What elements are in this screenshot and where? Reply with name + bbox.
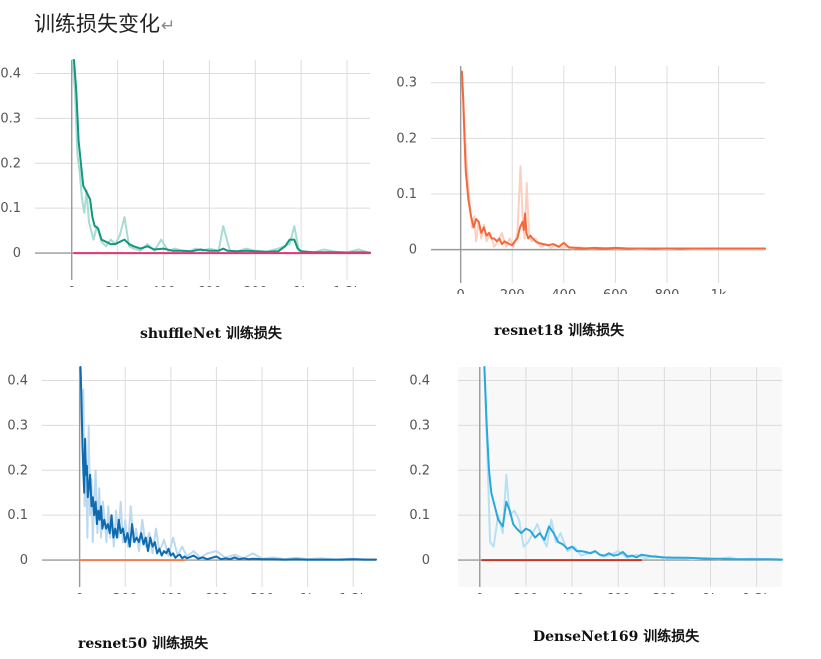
- x-tick-label: 1k: [711, 288, 727, 294]
- x-tick-label: 400: [560, 592, 585, 594]
- series-line-smoothed: [460, 70, 766, 250]
- x-tick-label: 1k: [293, 285, 309, 287]
- y-tick-label: 0.1: [7, 508, 28, 523]
- y-tick-label: 0.3: [396, 76, 417, 91]
- x-tick-label: 1.2k: [333, 285, 362, 287]
- x-tick-label: 1k: [703, 592, 719, 594]
- chart-shufflenet: 0 0.1 0.2 0.3 0.4 0 200 400 600 800 1k 1.2k: [0, 59, 371, 287]
- x-tick-label: 0: [68, 285, 76, 287]
- y-tick-label: 0.1: [409, 508, 430, 523]
- y-tick-label: 0.2: [409, 463, 430, 478]
- x-tick-label: 800: [243, 285, 268, 287]
- chart-resnet50: 0 0.1 0.2 0.3 0.4 0 200 400 600 800 1k 1.2k: [7, 366, 377, 594]
- x-tick-label: 400: [158, 592, 183, 594]
- plot-background: [458, 367, 782, 587]
- y-tick-label: 0.4: [7, 373, 28, 388]
- x-tick-label: 0: [457, 288, 465, 294]
- x-tick-label: 1.2k: [339, 592, 368, 594]
- x-tick-label: 400: [551, 288, 576, 294]
- chart-caption-densenet169: DenseNet169 训练损失: [533, 629, 700, 645]
- chart-densenet169: 0 0.1 0.2 0.3 0.4 0 200 400 600 800 1k 1.2k: [409, 366, 783, 594]
- x-tick-label: 200: [113, 592, 138, 594]
- x-tick-label: 600: [204, 592, 229, 594]
- series-line-raw: [460, 70, 766, 251]
- y-tick-label: 0: [20, 553, 28, 568]
- y-tick-label: 0: [409, 243, 417, 258]
- return-mark: ↵: [161, 16, 176, 36]
- x-tick-label: 1.2k: [743, 592, 772, 594]
- y-tick-label: 0.2: [396, 131, 417, 146]
- y-tick-label: 0.1: [396, 187, 417, 202]
- x-tick-label: 800: [250, 592, 275, 594]
- x-tick-label: 800: [652, 592, 677, 594]
- y-tick-label: 0.4: [409, 373, 430, 388]
- chart-resnet18: 0 0.1 0.2 0.3 0 200 400 600 800 1k: [396, 66, 766, 294]
- x-tick-label: 600: [606, 592, 631, 594]
- x-tick-label: 200: [500, 288, 525, 294]
- y-tick-label: 0.3: [7, 418, 28, 433]
- y-tick-label: 0.3: [409, 418, 430, 433]
- y-tick-label: 0: [13, 246, 21, 261]
- x-tick-label: 200: [513, 592, 538, 594]
- series-line-smoothed: [73, 59, 371, 254]
- y-tick-label: 0.2: [7, 463, 28, 478]
- series-line-smoothed: [483, 366, 783, 561]
- x-tick-label: 0: [75, 592, 83, 594]
- series-line-smoothed: [79, 366, 377, 561]
- y-tick-label: 0.4: [0, 66, 21, 81]
- x-tick-label: 600: [197, 285, 222, 287]
- y-tick-label: 0.1: [0, 201, 21, 216]
- y-tick-label: 0.3: [0, 111, 21, 126]
- x-tick-label: 0: [476, 592, 484, 594]
- y-tick-label: 0: [422, 553, 430, 568]
- chart-caption-resnet50: resnet50 训练损失: [78, 636, 209, 652]
- x-tick-label: 400: [151, 285, 176, 287]
- document-title: 训练损失变化↵: [34, 8, 175, 38]
- x-tick-label: 200: [105, 285, 130, 287]
- y-tick-label: 0.2: [0, 156, 21, 171]
- document-title-text: 训练损失变化: [34, 12, 160, 36]
- x-tick-label: 800: [655, 288, 680, 294]
- x-tick-label: 1k: [300, 592, 316, 594]
- x-tick-label: 600: [603, 288, 628, 294]
- chart-caption-resnet18: resnet18 训练损失: [494, 323, 625, 339]
- chart-caption-shufflenet: shuffleNet 训练损失: [140, 326, 282, 342]
